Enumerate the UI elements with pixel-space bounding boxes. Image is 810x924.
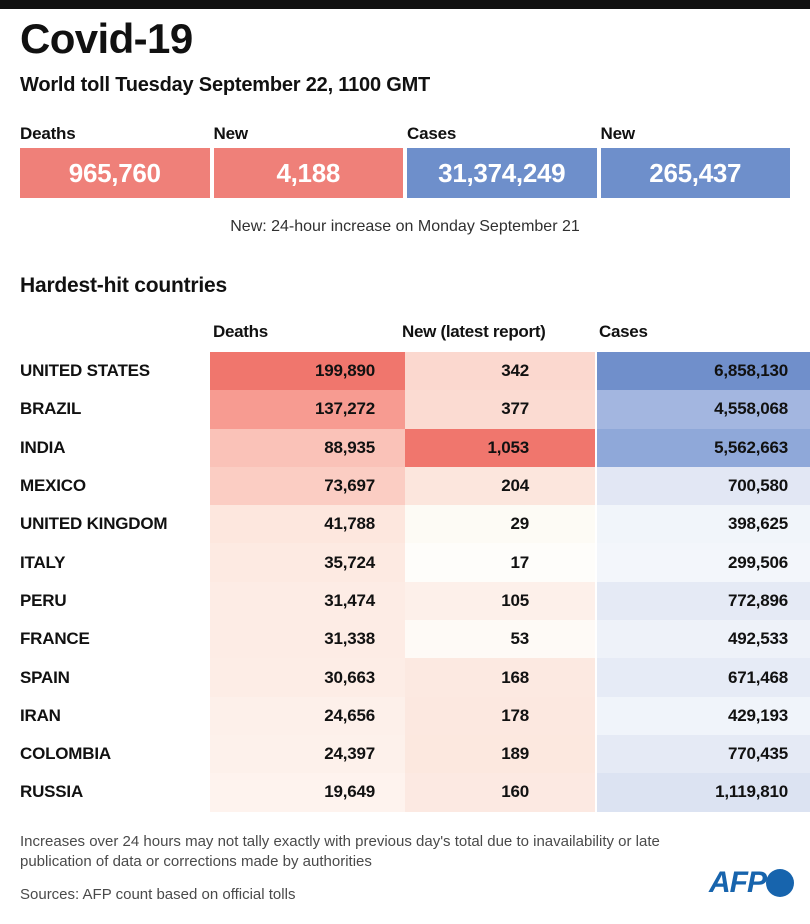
cell-cases: 700,580	[597, 466, 810, 506]
cell-country: RUSSIA	[20, 782, 84, 802]
summary-value-box: 4,188	[213, 148, 403, 198]
cell-cases: 770,435	[597, 734, 810, 774]
cell-deaths: 88,935	[210, 428, 405, 467]
cell-new: 53	[405, 620, 595, 659]
cell-cases: 4,558,068	[597, 390, 810, 429]
cell-cases: 429,193	[597, 696, 810, 735]
cell-cases: 1,119,810	[597, 773, 810, 812]
cell-deaths: 19,649	[210, 773, 405, 812]
cell-deaths: 31,474	[210, 581, 405, 621]
cell-deaths: 199,890	[210, 352, 405, 391]
cell-deaths: 31,338	[210, 620, 405, 659]
summary-value-box: 265,437	[600, 148, 790, 198]
summary-note: New: 24-hour increase on Monday Septembe…	[230, 218, 580, 235]
cell-country: ITALY	[20, 552, 66, 572]
countries-table: Deaths New (latest report) Cases UNITED …	[0, 322, 810, 812]
cell-country: INDIA	[20, 437, 66, 457]
page-title: Covid-19	[20, 15, 193, 62]
table-row: ITALY 35,724 17 299,506	[0, 543, 810, 582]
summary-label: New	[213, 124, 249, 143]
table-row: FRANCE 31,338 53 492,533	[0, 620, 810, 659]
cell-cases: 671,468	[597, 658, 810, 697]
cell-cases: 5,562,663	[597, 428, 810, 467]
cell-country: UNITED KINGDOM	[20, 514, 168, 534]
table-row: COLOMBIA 24,397 189 770,435	[0, 734, 810, 774]
summary-value-box: 31,374,249	[407, 148, 597, 198]
cell-new: 1,053	[405, 428, 595, 467]
summary-label: New	[600, 124, 636, 143]
column-header-cases: Cases	[599, 322, 648, 341]
section-heading: Hardest-hit countries	[20, 274, 227, 297]
footnote: Increases over 24 hours may not tally ex…	[20, 833, 660, 871]
summary-column: New 4,188	[213, 124, 403, 198]
table-header-row: Deaths New (latest report) Cases	[0, 322, 810, 352]
cell-deaths: 73,697	[210, 466, 405, 506]
cell-new: 342	[405, 352, 595, 391]
cell-new: 105	[405, 581, 595, 621]
cell-country: IRAN	[20, 705, 61, 725]
cell-country: SPAIN	[20, 667, 70, 687]
table-row: INDIA 88,935 1,053 5,562,663	[0, 428, 810, 467]
cell-country: FRANCE	[20, 629, 90, 649]
table-row: MEXICO 73,697 204 700,580	[0, 466, 810, 506]
cell-new: 189	[405, 734, 595, 774]
cell-new: 17	[405, 543, 595, 582]
afp-wordmark: AFP	[709, 866, 767, 899]
cell-country: UNITED STATES	[20, 361, 150, 381]
cell-cases: 398,625	[597, 505, 810, 544]
cell-cases: 492,533	[597, 620, 810, 659]
table-row: UNITED STATES 199,890 342 6,858,130	[0, 352, 810, 391]
summary-label: Deaths	[20, 124, 76, 143]
cell-new: 377	[405, 390, 595, 429]
sources-line: Sources: AFP count based on official tol…	[20, 886, 296, 903]
summary-label: Cases	[407, 124, 457, 143]
table-row: UNITED KINGDOM 41,788 29 398,625	[0, 505, 810, 544]
cell-deaths: 24,656	[210, 696, 405, 735]
cell-deaths: 30,663	[210, 658, 405, 697]
cell-new: 29	[405, 505, 595, 544]
cell-country: BRAZIL	[20, 399, 82, 419]
table-body: UNITED STATES 199,890 342 6,858,130 BRAZIL 13…	[0, 352, 810, 812]
cell-new: 178	[405, 696, 595, 735]
cell-country: MEXICO	[20, 476, 86, 496]
cell-new: 168	[405, 658, 595, 697]
table-row: RUSSIA 19,649 160 1,119,810	[0, 773, 810, 812]
summary-value-box: 965,760	[20, 148, 210, 198]
cell-country: PERU	[20, 590, 67, 610]
cell-deaths: 41,788	[210, 505, 405, 544]
cell-deaths: 137,272	[210, 390, 405, 429]
column-header-new: New (latest report)	[402, 322, 546, 341]
page-subtitle: World toll Tuesday September 22, 1100 GM…	[20, 74, 431, 96]
cell-deaths: 35,724	[210, 543, 405, 582]
cell-new: 160	[405, 773, 595, 812]
table-row: IRAN 24,656 178 429,193	[0, 696, 810, 735]
afp-dot-icon	[766, 869, 794, 897]
cell-new: 204	[405, 466, 595, 506]
world-toll-summary: Deaths 965,760 New 4,188 Cases 31,374,249 New 2…	[20, 124, 790, 198]
cell-cases: 772,896	[597, 581, 810, 621]
top-black-rule	[0, 0, 810, 9]
column-header-deaths: Deaths	[213, 322, 268, 341]
cell-cases: 6,858,130	[597, 352, 810, 391]
summary-column: Cases 31,374,249	[407, 124, 597, 198]
summary-column: Deaths 965,760	[20, 124, 210, 198]
cell-cases: 299,506	[597, 543, 810, 582]
cell-country: COLOMBIA	[20, 744, 111, 764]
table-row: PERU 31,474 105 772,896	[0, 581, 810, 621]
table-row: BRAZIL 137,272 377 4,558,068	[0, 390, 810, 429]
afp-logo: AFP	[709, 868, 794, 898]
table-row: SPAIN 30,663 168 671,468	[0, 658, 810, 697]
cell-deaths: 24,397	[210, 734, 405, 774]
summary-column: New 265,437	[600, 124, 790, 198]
